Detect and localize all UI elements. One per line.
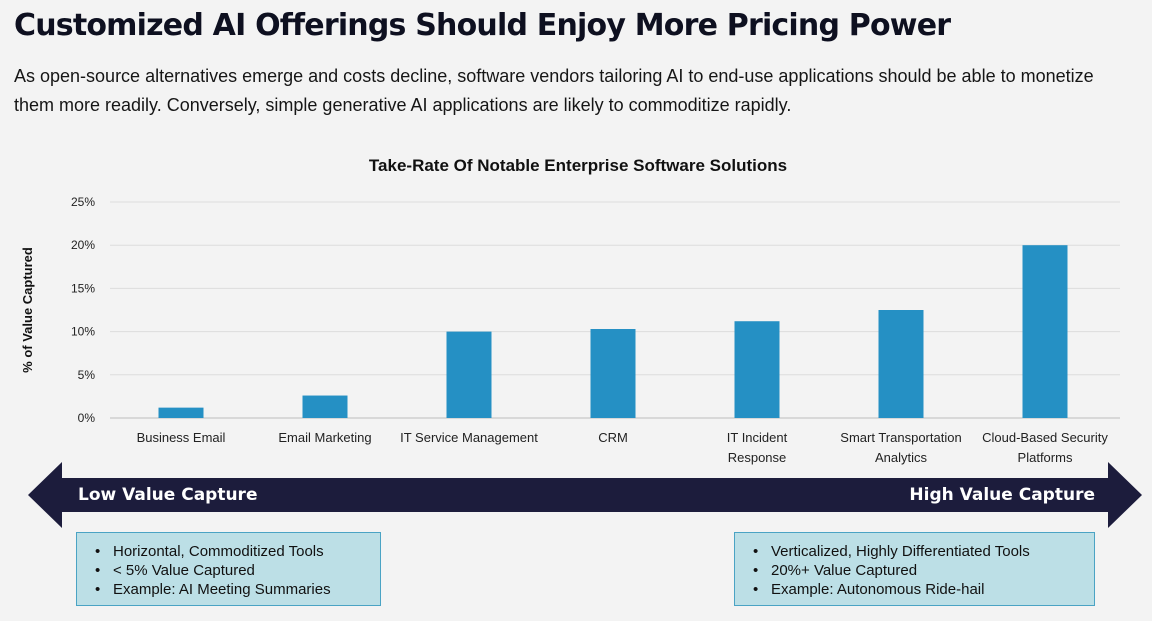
page-subtitle: As open-source alternatives emerge and c… (14, 66, 1094, 115)
y-tick-label: 15% (71, 281, 95, 295)
high-value-bullet: 20%+ Value Captured (751, 561, 1094, 580)
low-value-bullet: Example: AI Meeting Summaries (93, 580, 380, 599)
value-capture-arrow (28, 462, 1142, 528)
chart-title: Take-Rate Of Notable Enterprise Software… (369, 156, 787, 175)
x-tick-label: IT Service Management (400, 430, 538, 445)
x-tick-label: Response (728, 450, 787, 465)
high-value-bullet: Verticalized, Highly Differentiated Tool… (751, 542, 1094, 561)
x-tick-label: Email Marketing (278, 430, 371, 445)
x-tick-label: Platforms (1018, 450, 1073, 465)
bar (734, 321, 780, 418)
bar (1022, 245, 1068, 418)
high-value-box: Verticalized, Highly Differentiated Tool… (734, 532, 1095, 606)
high-value-bullet: Example: Autonomous Ride-hail (751, 580, 1094, 599)
page-title: Customized AI Offerings Should Enjoy Mor… (14, 8, 951, 43)
take-rate-bar-chart: Take-Rate Of Notable Enterprise Software… (20, 156, 1120, 465)
bar (590, 329, 636, 418)
x-tick-label: CRM (598, 430, 628, 445)
y-tick-labels: 0% 5% 10% 15% 20% 25% (71, 195, 95, 425)
bar (446, 331, 492, 418)
x-tick-labels: Business Email Email Marketing IT Service … (137, 430, 1109, 465)
x-tick-label: Analytics (875, 450, 928, 465)
low-value-box: Horizontal, Commoditized Tools < 5% Valu… (76, 532, 381, 606)
y-tick-label: 0% (78, 411, 96, 425)
y-axis-label: % of Value Captured (20, 247, 35, 373)
y-tick-label: 25% (71, 195, 95, 209)
bar (878, 310, 924, 418)
low-value-bullet: < 5% Value Captured (93, 561, 380, 580)
bar (158, 407, 204, 418)
bars (158, 245, 1068, 418)
y-tick-label: 10% (71, 325, 95, 339)
low-value-bullet: Horizontal, Commoditized Tools (93, 542, 380, 561)
y-tick-label: 20% (71, 238, 95, 252)
x-tick-label: Business Email (137, 430, 226, 445)
x-tick-label: Smart Transportation (840, 430, 961, 445)
high-value-capture-label: High Value Capture (909, 485, 1095, 505)
x-tick-label: IT Incident (727, 430, 788, 445)
x-tick-label: Cloud-Based Security (982, 430, 1108, 445)
bar (302, 395, 348, 418)
y-tick-label: 5% (78, 368, 96, 382)
low-value-capture-label: Low Value Capture (78, 485, 258, 505)
